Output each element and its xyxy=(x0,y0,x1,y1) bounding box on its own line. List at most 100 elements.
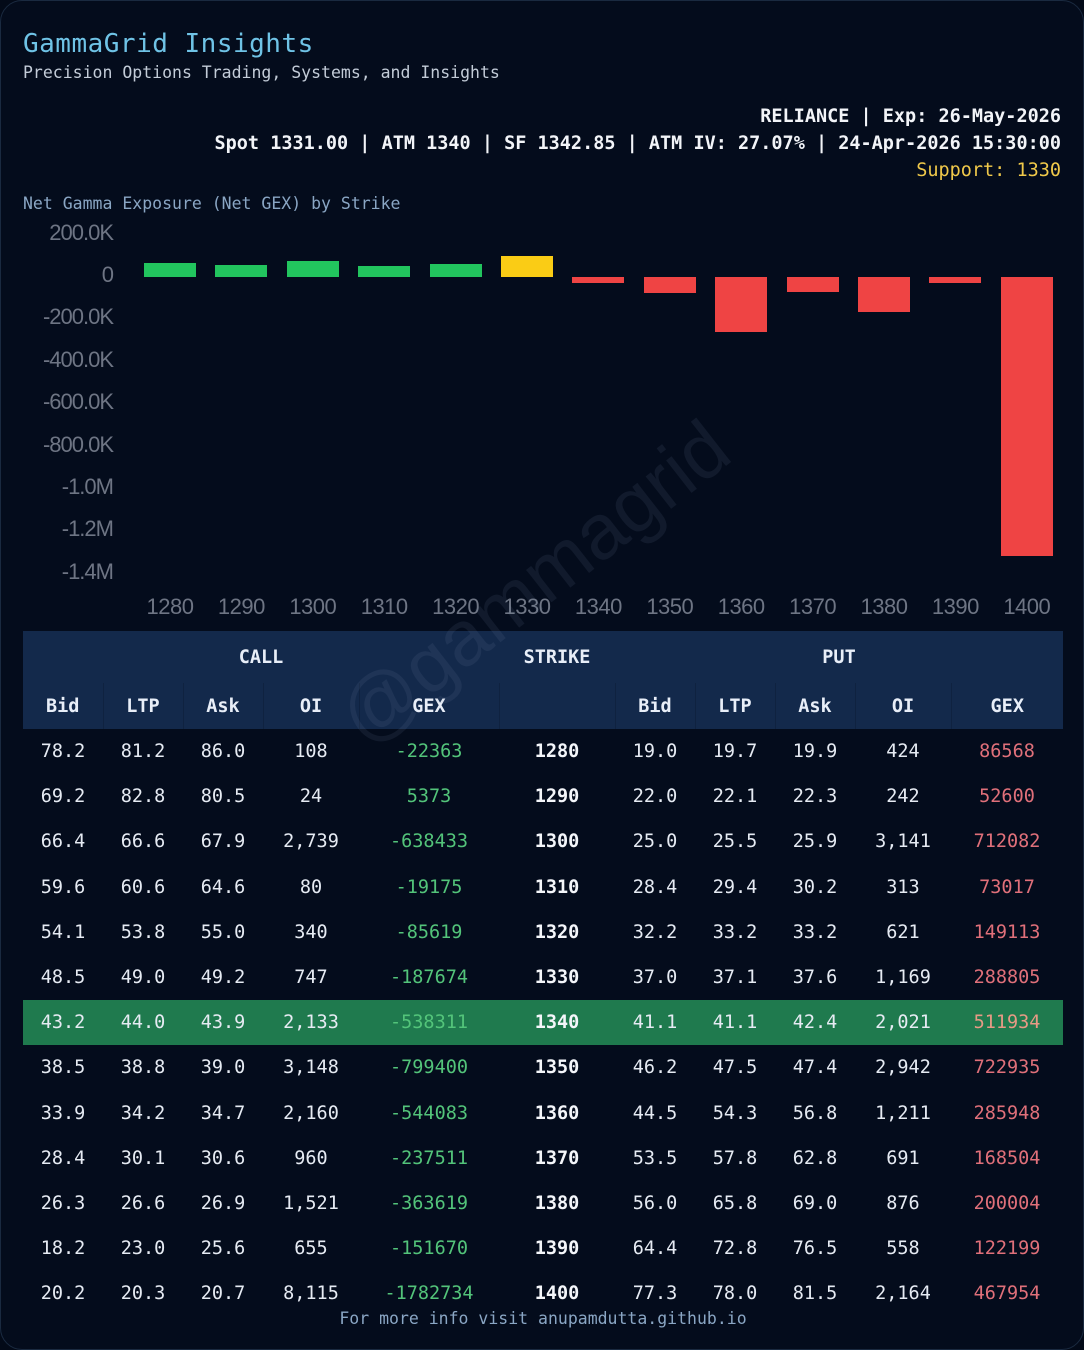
call-gex-cell: -151670 xyxy=(390,1238,468,1260)
table-row[interactable]: 66.4 66.6 67.9 2,739 -638433 1300 25.0 25.5 25.9… xyxy=(23,819,1063,864)
put-ltp-cell: 37.1 xyxy=(712,967,758,989)
put-oi-cell: 558 xyxy=(886,1238,920,1260)
put-gex-cell: 467954 xyxy=(973,1283,1041,1305)
call-oi-cell: 3,148 xyxy=(283,1057,339,1079)
put-bid-cell: 53.5 xyxy=(632,1147,678,1169)
put-ask-cell: 25.9 xyxy=(792,831,838,853)
put-oi-cell: 3,141 xyxy=(875,831,931,853)
put-gex-cell: 511934 xyxy=(951,1000,1064,1046)
put-ltp-cell: 65.8 xyxy=(712,1192,758,1214)
put-gex-cell: 722935 xyxy=(973,1057,1041,1079)
x-tick-label: 1360 xyxy=(717,594,765,619)
put-bid-cell: 28.4 xyxy=(632,876,678,898)
gex-bar-1350[interactable] xyxy=(643,277,696,294)
call-gex-cell: -187674 xyxy=(390,967,468,989)
call-bid-cell: 54.1 xyxy=(40,921,86,943)
option-chain-body: 78.2 81.2 86.0 108 -22363 1280 19.0 19.7 19.9 424… xyxy=(23,729,1064,1316)
gex-bar-1290[interactable] xyxy=(215,264,268,277)
put-bid-cell: 41.1 xyxy=(615,1000,695,1046)
put-ltp-cell: 22.1 xyxy=(712,786,758,808)
put-oi-cell: 242 xyxy=(886,786,920,808)
gex-bar-1330[interactable] xyxy=(501,255,553,277)
strike-cell: 1310 xyxy=(534,876,580,898)
put-gex-cell: 149113 xyxy=(973,921,1041,943)
gex-bar-1360[interactable] xyxy=(715,277,768,332)
put-ask-cell: 33.2 xyxy=(792,921,838,943)
table-row[interactable]: 38.5 38.8 39.0 3,148 -799400 1350 46.2 47.5 47.4… xyxy=(23,1045,1063,1090)
call-ltp-cell: 26.6 xyxy=(120,1192,166,1214)
table-row[interactable]: 20.2 20.3 20.7 8,115 -1782734 1400 77.3 78.0 81.… xyxy=(23,1271,1063,1316)
call-ltp-cell: 34.2 xyxy=(120,1102,166,1124)
call-ltp-cell: 38.8 xyxy=(120,1057,166,1079)
column-header-row: Bid LTP Ask OI GEX Bid LTP Ask OI GEX xyxy=(23,683,1064,729)
put-oi-cell: 621 xyxy=(886,921,920,943)
put-col-ask: Ask xyxy=(774,683,855,729)
y-tick-label: 200.0K xyxy=(49,219,114,245)
put-bid-cell: 44.5 xyxy=(632,1102,678,1124)
brand-tagline: Precision Options Trading, Systems, and … xyxy=(23,63,500,82)
table-row[interactable]: 33.9 34.2 34.7 2,160 -544083 1360 44.5 54.3 56.8… xyxy=(23,1091,1063,1136)
table-row[interactable]: 28.4 30.1 30.6 960 -237511 1370 53.5 57.8 62.8 69… xyxy=(23,1136,1063,1181)
call-gex-cell: -19175 xyxy=(395,876,463,898)
table-row[interactable]: 78.2 81.2 86.0 108 -22363 1280 19.0 19.7 19.9 424… xyxy=(23,729,1063,774)
call-bid-cell: 78.2 xyxy=(40,741,86,763)
call-bid-cell: 59.6 xyxy=(40,876,86,898)
gex-bar-1340[interactable] xyxy=(572,277,625,283)
call-ltp-cell: 49.0 xyxy=(120,967,166,989)
table-row[interactable]: 59.6 60.6 64.6 80 -19175 1310 28.4 29.4 30.2 313 7… xyxy=(23,865,1063,910)
x-tick-label: 1370 xyxy=(789,594,837,619)
put-ask-cell: 30.2 xyxy=(792,876,838,898)
gex-bar-1390[interactable] xyxy=(929,277,982,284)
call-bid-cell: 18.2 xyxy=(40,1238,86,1260)
put-oi-cell: 424 xyxy=(886,741,920,763)
put-oi-cell: 2,942 xyxy=(875,1057,931,1079)
gex-bar-1310[interactable] xyxy=(358,265,411,277)
put-bid-cell: 37.0 xyxy=(632,967,678,989)
call-oi-cell: 747 xyxy=(294,967,328,989)
call-col-oi: OI xyxy=(262,683,359,729)
table-row[interactable]: 69.2 82.8 80.5 24 5373 1290 22.0 22.1 22.3 242 526… xyxy=(23,774,1063,819)
table-row[interactable]: 18.2 23.0 25.6 655 -151670 1390 64.4 72.8 76.5 55… xyxy=(23,1226,1063,1271)
call-ask-cell: 34.7 xyxy=(200,1102,246,1124)
gex-bar-1380[interactable] xyxy=(858,277,910,312)
gex-bar-1300[interactable] xyxy=(286,261,339,277)
call-ask-cell: 80.5 xyxy=(200,786,246,808)
call-oi-cell: 2,739 xyxy=(283,831,339,853)
table-row[interactable]: 48.5 49.0 49.2 747 -187674 1330 37.0 37.1 37.6 1,… xyxy=(23,955,1063,1000)
call-ask-cell: 49.2 xyxy=(200,967,246,989)
x-tick-label: 1300 xyxy=(289,594,337,619)
put-group-header: PUT xyxy=(615,631,1064,683)
call-bid-cell: 20.2 xyxy=(40,1283,86,1305)
table-row[interactable]: 54.1 53.8 55.0 340 -85619 1320 32.2 33.2 33.2 621… xyxy=(23,910,1063,955)
put-ltp-cell: 33.2 xyxy=(712,921,758,943)
put-ask-cell: 42.4 xyxy=(775,1000,855,1046)
strike-cell: 1280 xyxy=(534,741,580,763)
call-ltp-cell: 66.6 xyxy=(120,831,166,853)
put-bid-cell: 22.0 xyxy=(632,786,678,808)
table-row-atm[interactable]: 43.2 44.0 43.9 2,133 -538311 1340 41.1 41.1 42.4… xyxy=(23,1000,1064,1046)
gex-bar-1400[interactable] xyxy=(1000,277,1053,556)
put-bid-cell: 77.3 xyxy=(632,1283,678,1305)
strike-cell: 1330 xyxy=(534,967,580,989)
y-tick-label: -400.0K xyxy=(42,346,114,372)
call-bid-cell: 66.4 xyxy=(40,831,86,853)
put-ask-cell: 47.4 xyxy=(792,1057,838,1079)
x-tick-label: 1290 xyxy=(217,594,265,619)
gex-bar-1280[interactable] xyxy=(144,263,196,277)
gex-bar-1370[interactable] xyxy=(786,277,839,292)
put-ltp-cell: 78.0 xyxy=(712,1283,758,1305)
call-ltp-cell: 81.2 xyxy=(120,741,166,763)
call-ltp-cell: 82.8 xyxy=(120,786,166,808)
gex-bar-1320[interactable] xyxy=(429,263,482,277)
strike-cell: 1370 xyxy=(534,1147,580,1169)
table-row[interactable]: 26.3 26.6 26.9 1,521 -363619 1380 56.0 65.8 69.0… xyxy=(23,1181,1063,1226)
call-col-gex: GEX xyxy=(358,683,499,729)
call-oi-cell: 2,160 xyxy=(283,1102,339,1124)
call-ltp-cell: 53.8 xyxy=(120,921,166,943)
market-snapshot: Spot 1331.00 | ATM 1340 | SF 1342.85 | A… xyxy=(214,133,1061,154)
instrument-meta: RELIANCE | Exp: 26-May-2026 Spot 1331.00… xyxy=(215,103,1061,184)
option-chain-table: CALL STRIKE PUT Bid LTP Ask OI GEX Bid LTP Ask O… xyxy=(23,631,1064,1316)
put-ask-cell: 22.3 xyxy=(792,786,838,808)
put-ask-cell: 76.5 xyxy=(792,1238,838,1260)
y-tick-label: -1.0M xyxy=(61,474,114,499)
